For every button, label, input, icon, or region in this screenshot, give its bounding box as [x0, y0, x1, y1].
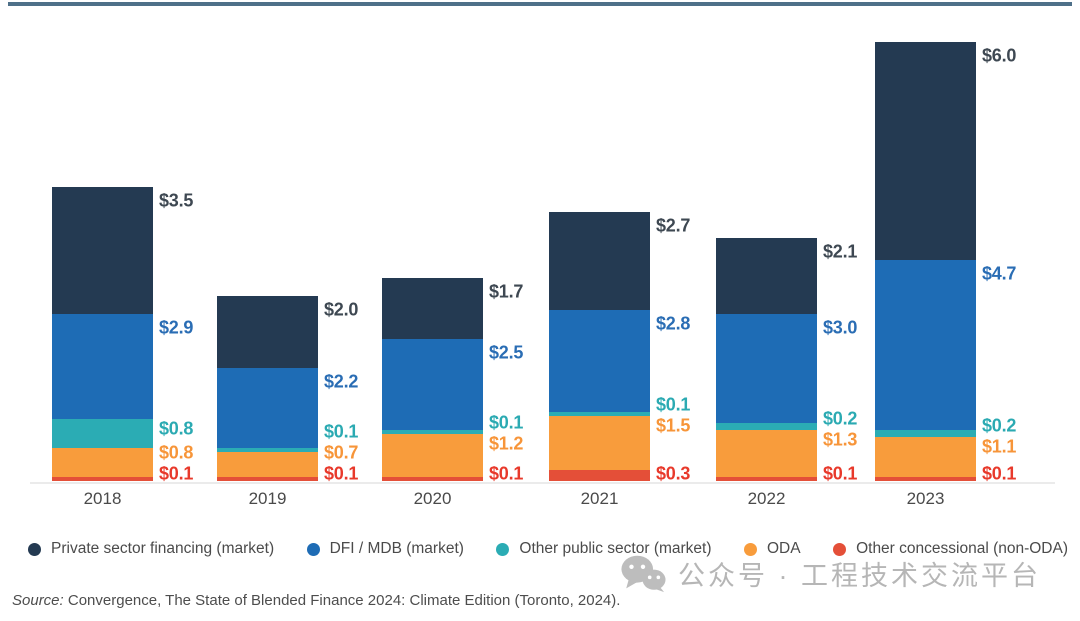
value-label-bar-2020: $2.5 — [489, 342, 524, 363]
legend-label: DFI / MDB (market) — [329, 540, 464, 557]
value-label-bar-2018: $0.8 — [159, 442, 194, 463]
legend-label: ODA — [767, 540, 801, 557]
source-prefix: Source: — [12, 592, 64, 609]
value-label-bar-2021: $2.7 — [656, 215, 691, 236]
segment-2-bar-2020 — [382, 339, 483, 431]
wechat-icon — [621, 555, 666, 593]
segment-5-bar-2018 — [52, 477, 153, 481]
value-label-bar-2022: $2.1 — [823, 241, 858, 262]
x-axis-label-2020: 2020 — [413, 489, 452, 508]
value-label-bar-2018: $3.5 — [159, 190, 194, 211]
value-label-bar-2023: $1.1 — [982, 436, 1017, 457]
value-label-bar-2020: $1.2 — [489, 433, 524, 454]
value-label-bar-2022: $0.2 — [823, 408, 858, 429]
x-axis-line — [30, 482, 1055, 484]
segment-5-bar-2020 — [382, 477, 483, 481]
x-axis-label-2018: 2018 — [83, 489, 122, 508]
value-label-bar-2019: $2.2 — [324, 371, 359, 392]
segment-5-bar-2021 — [549, 470, 650, 481]
legend-label: Other public sector (market) — [519, 540, 712, 557]
value-label-bar-2021: $1.5 — [656, 415, 691, 436]
value-label-bar-2020: $0.1 — [489, 463, 524, 484]
segment-5-bar-2023 — [875, 477, 976, 481]
segment-1-bar-2019 — [217, 295, 318, 369]
value-label-bar-2018: $0.1 — [159, 463, 194, 484]
value-label-bar-2023: $6.0 — [982, 45, 1017, 66]
value-label-bar-2020: $0.1 — [489, 412, 524, 433]
value-label-bar-2019: $0.1 — [324, 421, 359, 442]
legend-item-5: Other concessional (non-ODA) — [833, 540, 1068, 558]
legend-item-1: Private sector financing (market) — [28, 540, 274, 558]
chart-legend: Private sector financing (market) DFI / M… — [28, 537, 1068, 561]
segment-4-bar-2022 — [716, 430, 817, 478]
segment-1-bar-2022 — [716, 237, 817, 314]
value-label-bar-2023: $4.7 — [982, 263, 1017, 284]
watermark-text: 公众号 · 工程技术交流平台 — [678, 560, 1041, 591]
value-label-bar-2019: $0.7 — [324, 442, 359, 463]
legend-dot — [833, 542, 847, 556]
segment-1-bar-2023 — [875, 41, 976, 260]
segment-2-bar-2021 — [549, 310, 650, 412]
legend-item-3: Other public sector (market) — [496, 540, 712, 558]
segment-3-bar-2022 — [716, 422, 817, 431]
x-axis-label-2021: 2021 — [580, 489, 619, 508]
value-label-bar-2018: $2.9 — [159, 317, 194, 338]
value-label-bar-2023: $0.1 — [982, 463, 1017, 484]
value-label-bar-2021: $0.3 — [656, 463, 691, 484]
legend-label: Private sector financing (market) — [51, 540, 275, 557]
legend-dot — [496, 542, 510, 556]
segment-2-bar-2018 — [52, 314, 153, 420]
source-text: Convergence, The State of Blended Financ… — [63, 592, 621, 609]
segment-3-bar-2019 — [217, 448, 318, 452]
segment-3-bar-2018 — [52, 419, 153, 449]
segment-2-bar-2022 — [716, 314, 817, 423]
x-axis-label-2023: 2023 — [906, 489, 945, 508]
segment-1-bar-2021 — [549, 212, 650, 311]
stacked-bar-chart: $3.5 $2.9 $0.8 $0.8 $0.1 2018 $2.0 $2.2 $0.1 $0.7… — [30, 41, 1055, 508]
value-label-bar-2021: $0.1 — [656, 394, 691, 415]
value-label-bar-2018: $0.8 — [159, 418, 194, 439]
legend-item-4: ODA — [744, 540, 801, 558]
value-label-bar-2023: $0.2 — [982, 415, 1017, 436]
value-label-bar-2019: $0.1 — [324, 463, 359, 484]
segment-5-bar-2022 — [716, 477, 817, 481]
legend-dot — [306, 542, 320, 556]
segment-3-bar-2021 — [549, 412, 650, 416]
segment-1-bar-2020 — [382, 277, 483, 340]
value-label-bar-2019: $2.0 — [324, 299, 359, 320]
value-label-bar-2020: $1.7 — [489, 281, 524, 302]
top-border-rule — [8, 2, 1072, 6]
segment-2-bar-2023 — [875, 259, 976, 431]
x-axis-label-2019: 2019 — [248, 489, 287, 508]
value-label-bar-2022: $1.3 — [823, 429, 858, 450]
legend-dot — [744, 542, 757, 556]
x-axis-label-2022: 2022 — [747, 489, 786, 508]
segment-4-bar-2018 — [52, 448, 153, 478]
legend-label: Other concessional (non-ODA) — [856, 540, 1068, 557]
segment-4-bar-2019 — [217, 451, 318, 478]
watermark: 公众号 · 工程技术交流平台 — [620, 553, 1041, 593]
segment-4-bar-2020 — [382, 433, 483, 478]
segment-4-bar-2023 — [875, 437, 976, 478]
value-label-bar-2022: $3.0 — [823, 317, 858, 338]
value-label-bar-2021: $2.8 — [656, 313, 691, 334]
segment-1-bar-2018 — [52, 186, 153, 315]
legend-item-2: DFI / MDB (market) — [306, 540, 464, 558]
segment-3-bar-2023 — [875, 430, 976, 438]
source-line: Source: Convergence, The State of Blende… — [12, 592, 620, 609]
segment-3-bar-2020 — [382, 430, 483, 434]
legend-dot — [28, 542, 41, 556]
segment-4-bar-2021 — [549, 415, 650, 471]
segment-2-bar-2019 — [217, 368, 318, 449]
segment-5-bar-2019 — [217, 477, 318, 481]
value-label-bar-2022: $0.1 — [823, 463, 858, 484]
